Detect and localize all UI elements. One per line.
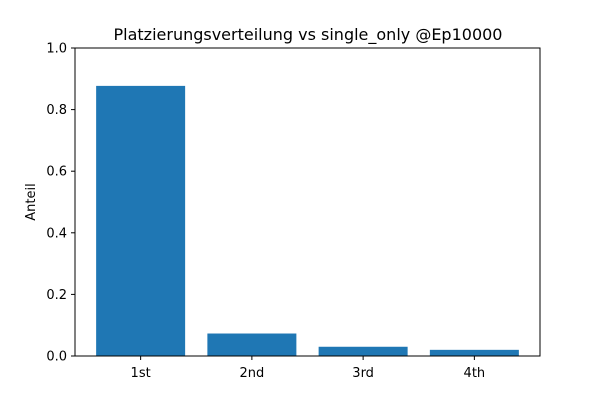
y-tick-label: 0.0	[46, 350, 67, 365]
y-tick-label: 0.8	[46, 103, 67, 118]
chart-title: Platzierungsverteilung vs single_only @E…	[114, 25, 503, 45]
x-tick-label: 4th	[464, 366, 486, 381]
x-tick-label: 3rd	[352, 366, 374, 381]
bar-2nd	[207, 333, 297, 356]
x-axis-ticks: 1st 2nd 3rd 4th	[131, 356, 486, 381]
y-axis-label: Anteil	[24, 183, 39, 220]
bar-1st	[96, 85, 186, 356]
y-tick-label: 1.0	[46, 42, 67, 57]
bar-3rd	[318, 346, 408, 356]
y-axis-ticks: 0.0 0.2 0.4 0.6 0.8 1.0	[46, 42, 75, 365]
x-tick-label: 2nd	[239, 366, 264, 381]
bars-group	[96, 85, 519, 356]
y-tick-label: 0.6	[46, 165, 67, 180]
plot-frame	[74, 47, 541, 357]
y-tick-label: 0.4	[46, 226, 67, 241]
x-tick-label: 1st	[131, 366, 151, 381]
bar-4th	[429, 349, 519, 356]
y-tick-label: 0.2	[46, 288, 67, 303]
